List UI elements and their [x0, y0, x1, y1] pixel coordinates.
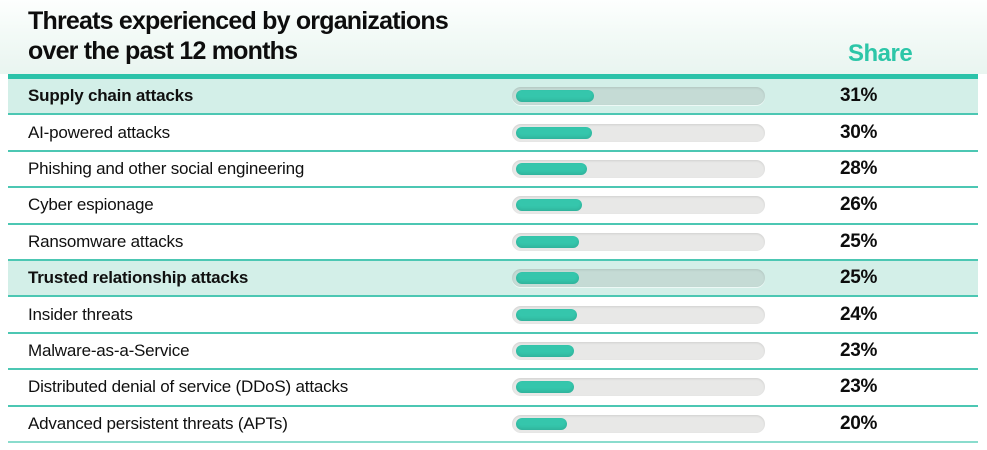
share-bar-track — [512, 123, 765, 142]
share-percent: 23% — [840, 376, 878, 398]
share-percent: 25% — [840, 267, 878, 289]
share-percent: 23% — [840, 339, 878, 361]
share-bar-track — [512, 341, 765, 360]
share-bar-fill — [516, 235, 580, 248]
share-bar-track — [512, 159, 765, 178]
share-bar-track — [512, 87, 765, 106]
share-column-header: Share — [848, 40, 913, 67]
share-percent: 25% — [840, 230, 878, 252]
share-bar-fill — [516, 126, 592, 139]
share-bar-track — [512, 196, 765, 215]
share-bar-track — [512, 269, 765, 288]
share-bar-fill — [516, 162, 587, 175]
threat-row: Insider threats 24% — [8, 297, 978, 334]
chart-title: Threats experienced by organizations ove… — [28, 6, 449, 66]
chart-header: Threats experienced by organizations ove… — [0, 0, 987, 74]
share-percent: 28% — [840, 157, 878, 179]
share-percent: 24% — [840, 303, 878, 325]
share-bar-track — [512, 378, 765, 397]
share-bar-fill — [516, 272, 580, 285]
share-bar-track — [512, 305, 765, 324]
threat-row: Supply chain attacks 31% — [8, 79, 978, 116]
threat-label: Advanced persistent threats (APTs) — [28, 413, 288, 433]
share-bar-fill — [516, 381, 575, 394]
threat-row: Malware-as-a-Service 23% — [8, 333, 978, 371]
threat-label: Ransomware attacks — [28, 231, 184, 251]
share-bar-fill — [516, 308, 577, 321]
share-percent: 31% — [840, 85, 878, 107]
threat-label: Trusted relationship attacks — [28, 268, 249, 288]
threat-row: Cyber espionage 26% — [8, 188, 978, 225]
share-bar-fill — [516, 417, 567, 430]
chart-title-line1: Threats experienced by organizations — [28, 7, 449, 35]
threat-label: Phishing and other social engineering — [28, 158, 305, 178]
share-bar-fill — [516, 344, 575, 357]
share-bar-track — [512, 232, 765, 251]
share-bar-fill — [516, 199, 582, 212]
chart-title-line2: over the past 12 months — [28, 37, 298, 65]
threat-row: Phishing and other social engineering 28… — [8, 151, 978, 189]
threat-row: Trusted relationship attacks 25% — [8, 260, 978, 298]
threat-label: Insider threats — [28, 304, 133, 324]
threat-label: Distributed denial of service (DDoS) att… — [28, 377, 348, 397]
share-percent: 26% — [840, 194, 878, 216]
threat-label: Supply chain attacks — [28, 86, 194, 106]
threat-row: Distributed denial of service (DDoS) att… — [8, 370, 978, 407]
threat-row: AI-powered attacks 30% — [8, 115, 978, 152]
share-bar-track — [512, 414, 765, 433]
threat-row: Ransomware attacks 25% — [8, 224, 978, 261]
share-percent: 30% — [840, 121, 878, 143]
threat-row: Advanced persistent threats (APTs) 20% — [8, 406, 978, 443]
threats-table: Supply chain attacks 31% AI-powered atta… — [8, 79, 978, 443]
threat-label: Malware-as-a-Service — [28, 340, 190, 360]
share-percent: 20% — [840, 412, 878, 434]
threat-label: Cyber espionage — [28, 195, 154, 215]
threat-label: AI-powered attacks — [28, 122, 170, 142]
share-bar-fill — [516, 90, 595, 103]
header-rule — [8, 74, 978, 79]
